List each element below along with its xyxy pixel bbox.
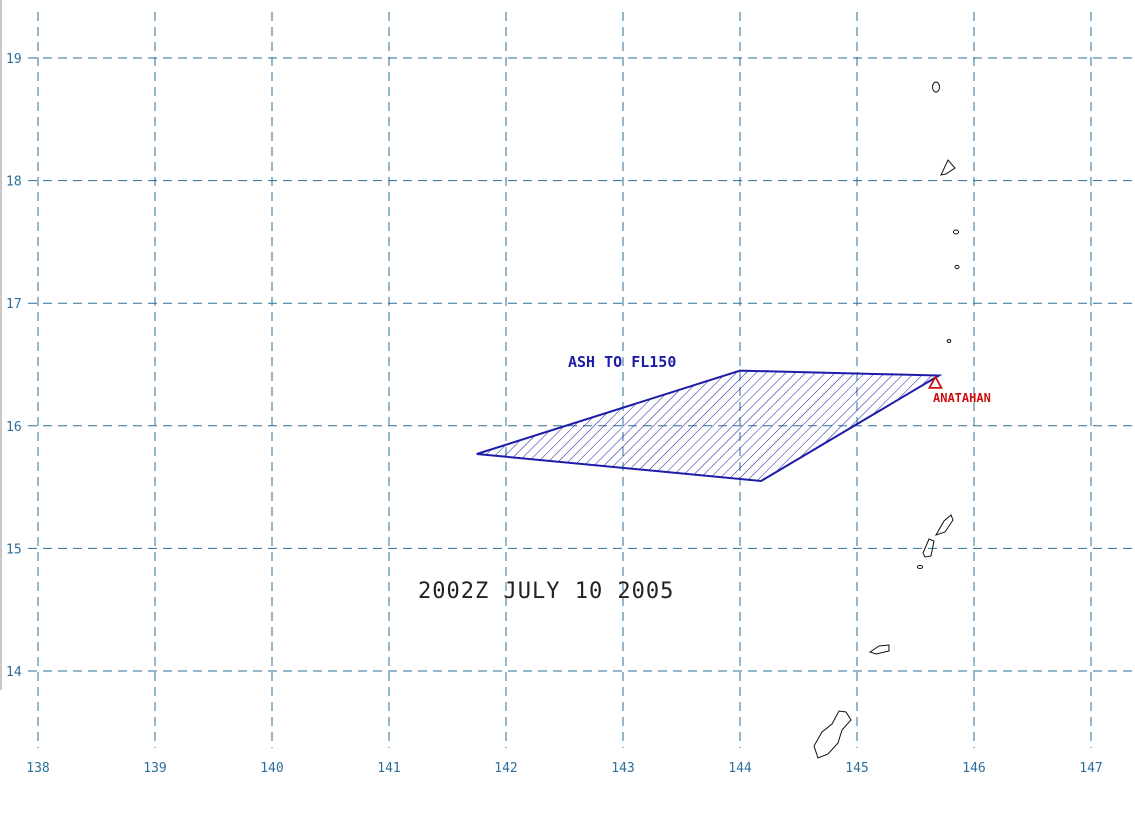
coastlines bbox=[813, 81, 960, 759]
island bbox=[868, 644, 890, 655]
longitude-labels: 138 139 140 141 142 143 144 145 146 147 bbox=[26, 761, 1102, 776]
latitude-label: 17 bbox=[6, 297, 22, 312]
island bbox=[953, 229, 959, 235]
longitude-label: 143 bbox=[611, 761, 634, 776]
island bbox=[922, 538, 935, 558]
latitude-label: 18 bbox=[6, 175, 22, 190]
island bbox=[946, 339, 952, 343]
longitude-label: 145 bbox=[845, 761, 868, 776]
latitude-labels: 19 18 17 16 15 14 bbox=[6, 52, 22, 680]
longitude-label: 144 bbox=[728, 761, 752, 776]
latitude-label: 16 bbox=[6, 420, 22, 435]
island bbox=[813, 710, 852, 759]
triangle-icon bbox=[927, 375, 943, 389]
island bbox=[954, 264, 960, 270]
graticule bbox=[28, 12, 1135, 748]
ash-plume-label: ASH TO FL150 bbox=[568, 353, 676, 371]
island bbox=[934, 514, 954, 536]
latitude-label: 14 bbox=[6, 665, 22, 680]
latitude-label: 15 bbox=[6, 542, 22, 557]
ash-plume-area bbox=[476, 369, 943, 482]
island bbox=[940, 159, 956, 176]
advisory-timestamp: 2002Z JULY 10 2005 bbox=[418, 579, 674, 604]
longitude-label: 141 bbox=[377, 761, 400, 776]
island bbox=[932, 81, 940, 93]
longitude-label: 140 bbox=[260, 761, 283, 776]
longitude-label: 147 bbox=[1079, 761, 1102, 776]
volcano-label: ANATAHAN bbox=[933, 391, 991, 405]
island bbox=[917, 565, 923, 569]
longitude-label: 146 bbox=[962, 761, 985, 776]
longitude-label: 139 bbox=[143, 761, 166, 776]
longitude-label: 142 bbox=[494, 761, 517, 776]
latitude-label: 19 bbox=[6, 52, 22, 67]
longitude-label: 138 bbox=[26, 761, 49, 776]
